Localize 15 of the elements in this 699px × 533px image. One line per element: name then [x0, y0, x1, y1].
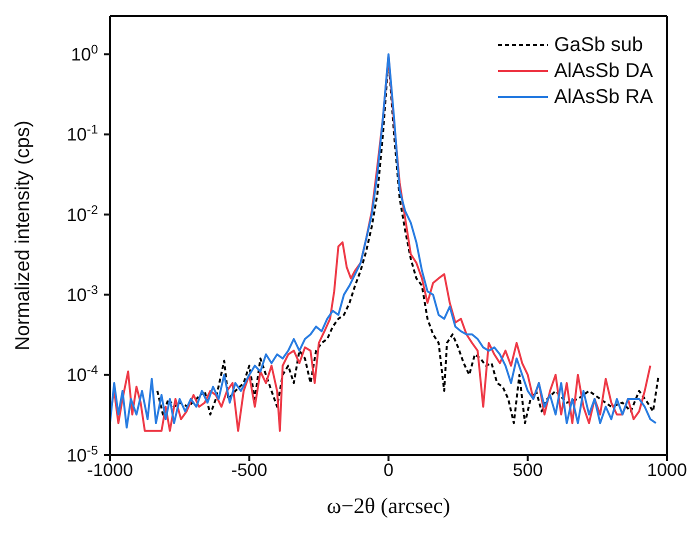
- x-tick-label: -1000: [86, 460, 134, 480]
- legend-label: AlAsSb DA: [554, 59, 653, 84]
- y-tick-label: 10$^{-4}$: [66, 363, 98, 386]
- x-axis-title: ω−2θ (arcsec): [326, 493, 450, 518]
- legend-label: GaSb sub: [554, 33, 644, 58]
- y-tick-label: 10$^{-1}$: [66, 122, 98, 145]
- legend-label: AlAsSb RA: [554, 85, 653, 110]
- y-axis-title: Normalized intensity (cps): [12, 120, 34, 351]
- x-tick-label: -500: [231, 460, 268, 480]
- x-tick-label: 0: [383, 460, 394, 480]
- y-tick-label: 10$^{-3}$: [66, 282, 98, 305]
- x-tick-label: 1000: [646, 460, 688, 480]
- y-tick-label: 10$^{0}$: [70, 42, 98, 65]
- y-tick-label: 10$^{-2}$: [66, 202, 98, 225]
- x-tick-label: 500: [512, 460, 543, 480]
